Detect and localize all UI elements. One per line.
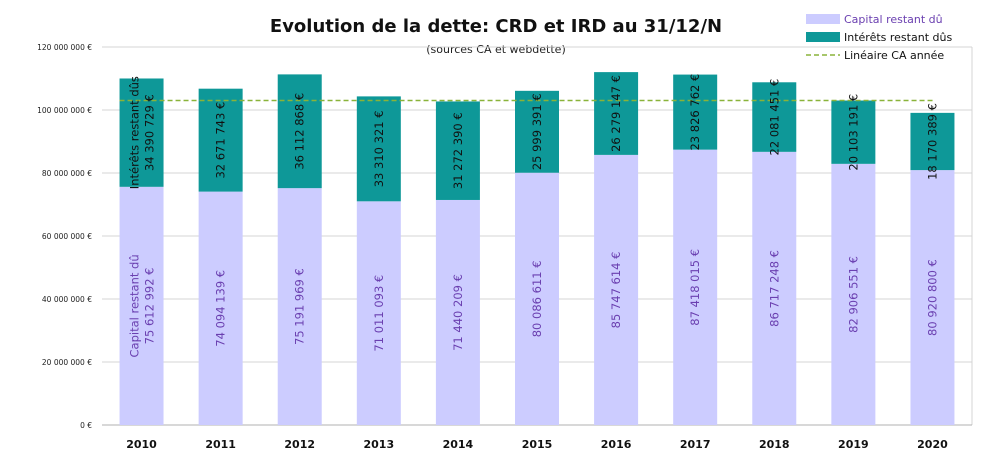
data-label-capital: 85 747 614 € (609, 252, 623, 329)
x-tick-label: 2010 (126, 438, 157, 451)
x-tick-label: 2013 (364, 438, 395, 451)
bars (119, 72, 955, 426)
bar-interets-2017 (673, 74, 718, 150)
bar-capital-2016 (594, 154, 639, 425)
bar-capital-2020 (910, 170, 955, 425)
data-label-capital-prefix: Capital restant dû (128, 254, 142, 357)
y-tick-label: 20 000 000 € (42, 358, 92, 367)
bar-interets-2020 (910, 112, 955, 171)
x-tick-label: 2011 (205, 438, 236, 451)
data-label-capital: 71 440 209 € (451, 274, 465, 351)
bar-interets-2015 (515, 90, 559, 173)
x-axis: 2010 2011 2012 2013 2014 2015 2016 2017 2018 2019… (126, 438, 948, 451)
data-label-interets: 31 272 390 € (451, 112, 465, 189)
data-label-interets: 20 103 191 € (846, 94, 860, 171)
bar-capital-2012 (277, 188, 322, 425)
data-label-interets: 25 999 391 € (530, 93, 544, 170)
bar-interets-2010 (119, 78, 164, 187)
legend: Capital restant dû Intérêts restant dûs Li… (806, 13, 952, 62)
x-tick-label: 2016 (601, 438, 632, 451)
bar-interets-2019 (831, 100, 876, 164)
y-tick-label: 40 000 000 € (42, 295, 92, 304)
data-label-capital: 74 094 139 € (214, 270, 228, 347)
y-tick-label: 120 000 000 € (37, 43, 92, 52)
data-label-interets: 33 310 321 € (372, 110, 386, 187)
x-tick-label: 2012 (284, 438, 315, 451)
data-label-interets: 36 112 868 € (293, 93, 307, 170)
y-tick-label: 60 000 000 € (42, 232, 92, 241)
bar-capital-2015 (515, 172, 559, 425)
bar-capital-2014 (435, 199, 480, 425)
x-tick-label: 2020 (917, 438, 948, 451)
x-tick-label: 2014 (443, 438, 474, 451)
legend-label-lineaire: Linéaire CA année (844, 49, 944, 62)
data-label-interets: 34 390 729 € (143, 94, 157, 171)
y-tick-label: 80 000 000 € (42, 169, 92, 178)
bar-capital-2018 (752, 151, 797, 425)
bar-capital-2019 (831, 163, 876, 425)
data-label-capital: 75 612 992 € (143, 267, 157, 344)
bar-interets-2018 (752, 82, 797, 152)
data-label-capital: 82 906 551 € (846, 256, 860, 333)
legend-label-capital: Capital restant dû (844, 13, 943, 26)
x-tick-label: 2018 (759, 438, 790, 451)
y-axis: 0 € 20 000 000 € 40 000 000 € 60 000 000 € 8… (37, 43, 92, 430)
legend-swatch-capital (806, 14, 840, 24)
data-label-capital: 80 920 800 € (925, 259, 939, 336)
data-labels: Capital restant dû 75 612 992 € Intérêts r… (128, 74, 940, 358)
bar-capital-2011 (198, 191, 243, 425)
data-label-capital: 86 717 248 € (767, 250, 781, 327)
bar-interets-2012 (277, 74, 322, 189)
x-tick-label: 2017 (680, 438, 711, 451)
bar-capital-2013 (356, 201, 401, 425)
legend-label-interets: Intérêts restant dûs (844, 31, 952, 44)
chart-subtitle: (sources CA et webdette) (426, 43, 566, 56)
y-tick-label: 100 000 000 € (37, 106, 92, 115)
data-label-capital: 80 086 611 € (530, 260, 544, 337)
data-label-capital: 87 418 015 € (688, 249, 702, 326)
data-label-interets-prefix: Intérêts restant dûs (128, 76, 142, 189)
data-label-interets: 22 081 451 € (767, 79, 781, 156)
bar-interets-2016 (594, 72, 639, 155)
y-tick-label: 0 € (80, 421, 92, 430)
legend-swatch-interets (806, 32, 840, 42)
bar-capital-2017 (673, 149, 718, 426)
data-label-capital: 75 191 969 € (293, 268, 307, 345)
chart-title: Evolution de la dette: CRD et IRD au 31/… (270, 16, 722, 37)
data-label-interets: 18 170 389 € (925, 103, 939, 180)
data-label-interets: 23 826 762 € (688, 74, 702, 151)
bar-interets-2011 (198, 88, 243, 192)
bar-interets-2014 (435, 101, 480, 200)
data-label-interets: 32 671 743 € (214, 102, 228, 179)
bar-interets-2013 (356, 96, 401, 202)
x-tick-label: 2019 (838, 438, 869, 451)
data-label-interets: 26 279 147 € (609, 75, 623, 152)
bar-capital-2010 (119, 186, 164, 425)
data-label-capital: 71 011 093 € (372, 275, 386, 352)
x-tick-label: 2015 (522, 438, 553, 451)
